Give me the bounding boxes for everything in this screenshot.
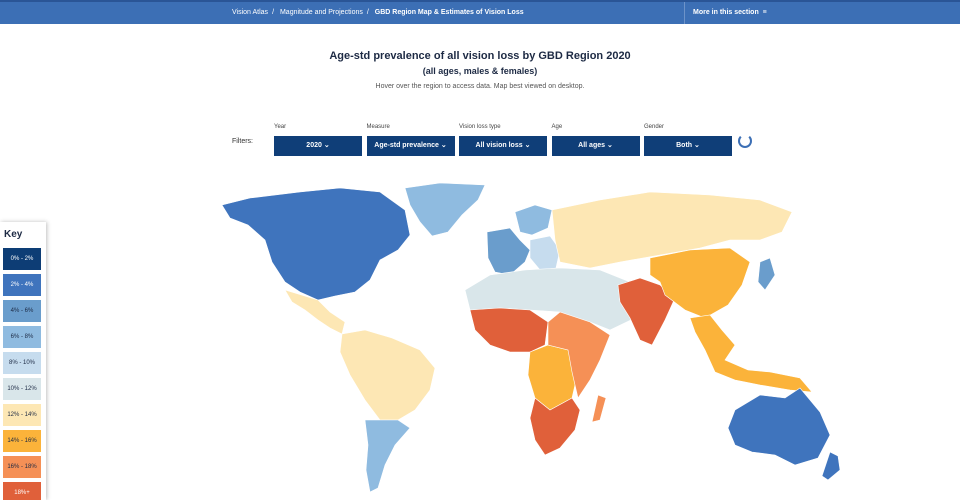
northern-europe[interactable]: [514, 204, 553, 236]
east-asia[interactable]: [649, 247, 751, 319]
filter-dropdown[interactable]: 2020: [274, 136, 362, 156]
key-item[interactable]: 14% - 16%: [3, 430, 41, 452]
reset-button[interactable]: [738, 134, 752, 148]
key-item[interactable]: 2% - 4%: [3, 274, 41, 296]
key-item[interactable]: 6% - 8%: [3, 326, 41, 348]
filter-label: Gender: [644, 124, 665, 130]
filter-dropdown[interactable]: Age-std prevalence: [366, 136, 455, 156]
central-america[interactable]: [284, 289, 346, 335]
key-item[interactable]: 12% - 14%: [3, 404, 41, 426]
filter-dropdown[interactable]: All ages: [551, 136, 640, 156]
map-title: Age-std prevalence of all vision loss by…: [329, 50, 631, 62]
section-link[interactable]: More in this section ≡: [684, 2, 960, 24]
greenland[interactable]: [404, 182, 486, 237]
filter: Gender Both: [644, 124, 732, 156]
madagascar[interactable]: [591, 394, 607, 423]
breadcrumb[interactable]: Vision Atlas: [232, 9, 269, 16]
breadcrumb[interactable]: GBD Region Map & Estimates of Vision Los…: [374, 9, 524, 16]
key-item[interactable]: 0% - 2%: [3, 248, 41, 270]
filter: Age All ages: [551, 124, 640, 156]
western-europe[interactable]: [486, 227, 531, 276]
southern-cone[interactable]: [364, 419, 411, 493]
filter-label: Age: [551, 124, 563, 130]
western-africa[interactable]: [469, 307, 549, 353]
key-item[interactable]: 4% - 6%: [3, 300, 41, 322]
section-link-text[interactable]: More in this section: [693, 9, 759, 16]
southern-africa[interactable]: [529, 397, 581, 456]
breadcrumbs: Vision Atlas / Magnitude and Projections /…: [232, 9, 524, 16]
filter-dropdown[interactable]: Both: [644, 136, 732, 156]
filter-label: Measure: [366, 124, 390, 130]
key-panel: Key 0% - 2% 2% - 4% 4% - 6% 6% - 8% 8% - 10%…: [0, 222, 46, 500]
russia-central-asia[interactable]: [551, 191, 793, 269]
eastern-africa[interactable]: [547, 311, 611, 399]
key-item[interactable]: 8% - 10%: [3, 352, 41, 374]
top-bar: Vision Atlas / Magnitude and Projections /…: [0, 0, 960, 24]
key-item[interactable]: 16% - 18%: [3, 456, 41, 478]
filter: Measure Age-std prevalence: [366, 124, 455, 156]
filter-label: Year: [274, 124, 287, 130]
southeast-asia[interactable]: [689, 314, 813, 393]
map-subtitle: (all ages, males & females): [422, 66, 538, 76]
key-title: Key: [4, 229, 23, 240]
filter-label: Vision loss type: [459, 124, 501, 130]
japan[interactable]: [757, 257, 776, 291]
south-asia[interactable]: [617, 277, 676, 346]
new-zealand[interactable]: [821, 451, 841, 481]
filter: Year 2020: [274, 124, 362, 156]
south-america[interactable]: [339, 329, 436, 421]
key-item[interactable]: 10% - 12%: [3, 378, 41, 400]
instruction: Hover over the region to access data. Ma…: [375, 83, 585, 90]
australia[interactable]: [727, 387, 831, 466]
breadcrumb[interactable]: Magnitude and Projections: [279, 9, 363, 16]
filters-label: Filters:: [232, 138, 253, 145]
filter-dropdown[interactable]: All vision loss: [459, 136, 547, 156]
world-map: [221, 182, 841, 493]
key-item[interactable]: 18%+: [3, 482, 41, 500]
north-america[interactable]: [221, 187, 411, 301]
filter: Vision loss type All vision loss: [459, 124, 547, 156]
